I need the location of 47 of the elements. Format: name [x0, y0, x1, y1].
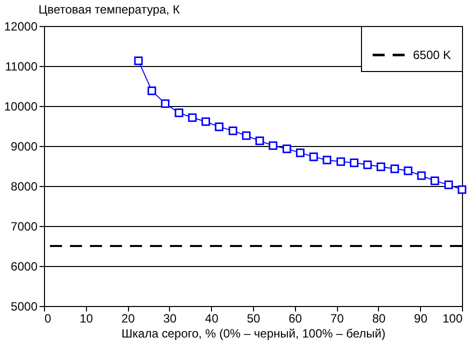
y-tick-label: 11000	[5, 60, 38, 74]
y-tick-label: 5000	[10, 300, 38, 314]
x-tick-label: 70	[330, 312, 344, 326]
point	[134, 56, 143, 66]
x-tick-label: 50	[246, 312, 260, 326]
x-tick-label: 0	[44, 312, 52, 326]
y-tick-label: 7000	[10, 220, 38, 234]
point	[350, 158, 358, 168]
point	[309, 152, 318, 162]
point	[255, 136, 264, 146]
y-tick-label: 8000	[10, 180, 38, 194]
point	[201, 117, 210, 126]
y-axis-title: Цветовая температура, К	[38, 2, 180, 16]
x-tick-label: 30	[163, 312, 177, 326]
x-tick-label: 10	[80, 312, 94, 326]
point	[242, 131, 251, 140]
point	[444, 180, 453, 190]
point	[282, 144, 292, 154]
x-tick-label: 80	[372, 312, 386, 326]
x-axis-title: Шкала серого, % (0% – черный, 100% – белый)	[122, 326, 386, 340]
y-tick-label: 6000	[10, 260, 38, 274]
point	[430, 176, 440, 186]
point	[390, 164, 399, 174]
x-tick-label: 90	[414, 312, 428, 326]
point	[417, 171, 426, 180]
point	[214, 122, 224, 132]
point	[404, 166, 412, 176]
point	[322, 156, 332, 164]
point	[188, 113, 197, 122]
y-tick-label: 12000	[4, 20, 38, 34]
x-tick-label: 60	[288, 312, 302, 326]
y-tick-label: 10000	[4, 100, 38, 114]
point	[336, 157, 346, 166]
point	[174, 108, 184, 118]
point	[228, 126, 238, 136]
x-tick-label: 100	[442, 312, 463, 326]
point	[458, 185, 466, 194]
point	[376, 162, 386, 172]
point	[296, 148, 305, 158]
legend-label: 6500 K	[413, 48, 452, 62]
point	[148, 86, 156, 96]
point	[160, 99, 170, 108]
y-tick-label: 9000	[10, 140, 38, 154]
point	[268, 141, 278, 150]
point	[363, 160, 372, 170]
x-tick-label: 20	[121, 312, 136, 326]
x-tick-label: 40	[205, 312, 219, 326]
